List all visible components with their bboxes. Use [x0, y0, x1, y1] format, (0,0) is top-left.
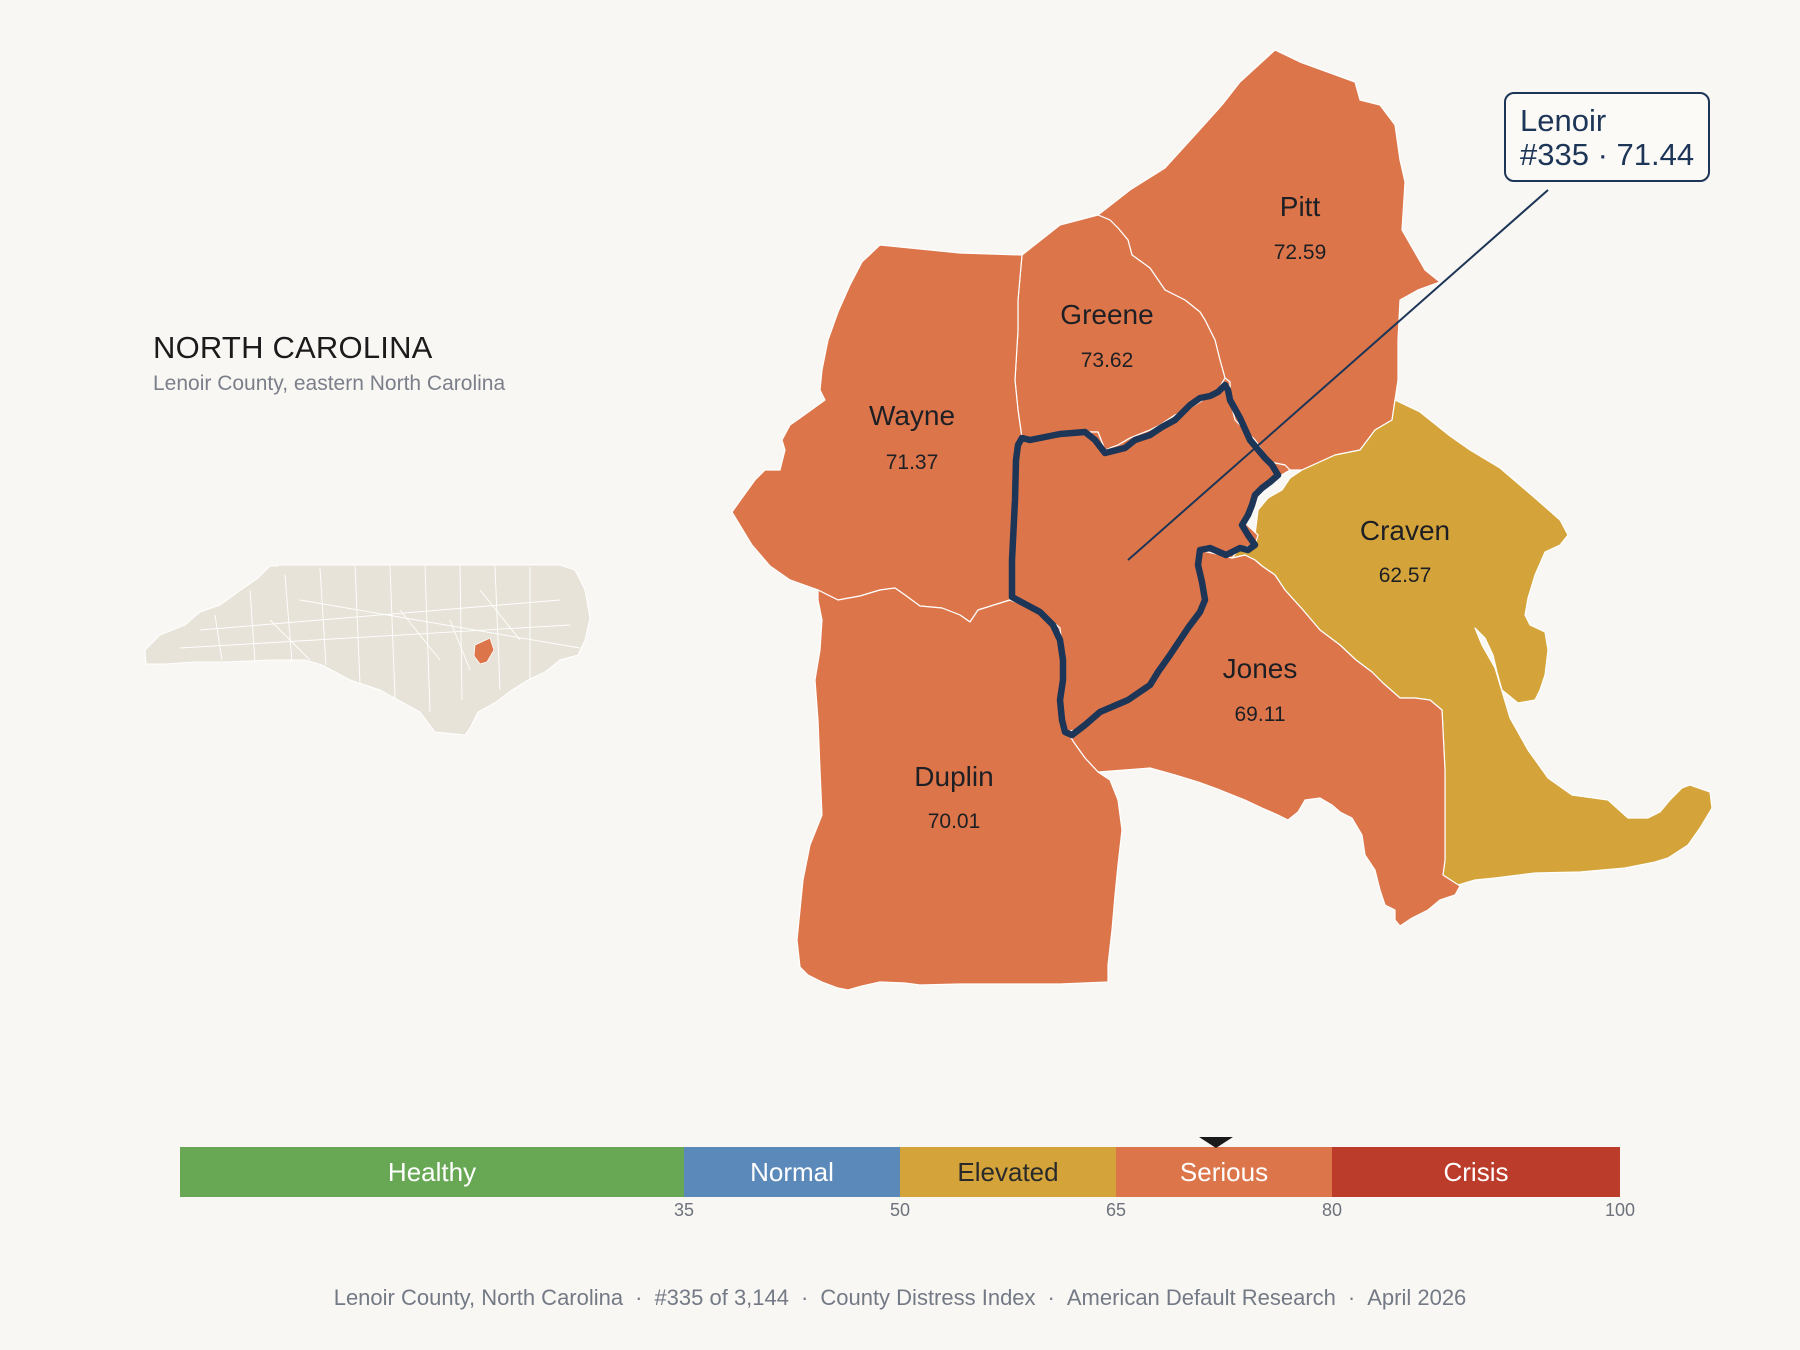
footer-index-name: County Distress Index — [820, 1285, 1036, 1310]
scale-segment-crisis: Crisis — [1332, 1147, 1620, 1197]
county-duplin-shape[interactable] — [796, 587, 1123, 991]
scale-tick-label: 65 — [1105, 1200, 1127, 1220]
footer-separator: · — [1047, 1285, 1055, 1310]
scale-tick-label: 80 — [1321, 1200, 1343, 1220]
footer-caption: Lenoir County, North Carolina · #335 of 3,… — [0, 1285, 1800, 1311]
callout-rank-score: #335 · 71.44 — [1520, 137, 1695, 172]
county-duplin-label: Duplin — [914, 761, 993, 792]
scale-segment-elevated: Elevated — [900, 1147, 1116, 1197]
scale-marker-icon — [1198, 1137, 1233, 1148]
distress-scale-bar: Healthy Normal Elevated Serious Crisis — [180, 1147, 1620, 1197]
footer-separator: · — [801, 1285, 809, 1310]
county-craven-score: 62.57 — [1379, 564, 1432, 587]
scale-segment-healthy: Healthy — [180, 1147, 684, 1197]
county-jones-label: Jones — [1223, 653, 1298, 684]
county-wayne-shape[interactable] — [731, 244, 1023, 623]
scale-tick-label: 35 — [673, 1200, 695, 1220]
county-labels: Pitt 72.59 Greene 73.62 Wayne 71.37 Crav… — [869, 191, 1450, 833]
county-craven-label: Craven — [1360, 515, 1450, 546]
callout-county-name: Lenoir — [1520, 103, 1607, 138]
county-wayne-label: Wayne — [869, 400, 955, 431]
scale-tick-label: 100 — [1604, 1200, 1636, 1220]
county-pitt-label: Pitt — [1280, 191, 1321, 222]
state-subtitle: Lenoir County, eastern North Carolina — [153, 372, 506, 395]
county-jones-score: 69.11 — [1235, 703, 1286, 726]
county-greene-label: Greene — [1060, 299, 1153, 330]
callout-leader-line — [1127, 189, 1549, 561]
inset-lenoir-county — [473, 637, 495, 665]
footer-date: April 2026 — [1367, 1285, 1467, 1310]
county-greene-score: 73.62 — [1081, 349, 1134, 372]
footer-county: Lenoir County, North Carolina — [333, 1285, 624, 1310]
county-wayne-score: 71.37 — [886, 451, 939, 474]
inset-north-carolina-shape — [144, 564, 591, 736]
inset-county-lines — [179, 565, 581, 713]
scale-segment-serious: Serious — [1116, 1147, 1332, 1197]
footer-source: American Default Research — [1066, 1285, 1336, 1310]
scale-segment-normal: Normal — [684, 1147, 900, 1197]
scale-tick-label: 50 — [889, 1200, 911, 1220]
footer-rank: #335 of 3,144 — [654, 1285, 790, 1310]
inset-state-map — [144, 564, 591, 736]
lenoir-highlight-outline — [1008, 381, 1282, 739]
footer-separator: · — [635, 1285, 643, 1310]
state-title: NORTH CAROLINA — [153, 330, 433, 365]
county-duplin-score: 70.01 — [928, 810, 981, 833]
lenoir-callout: Lenoir #335 · 71.44 — [1504, 92, 1711, 182]
county-pitt-score: 72.59 — [1274, 241, 1327, 264]
footer-separator: · — [1347, 1285, 1356, 1310]
